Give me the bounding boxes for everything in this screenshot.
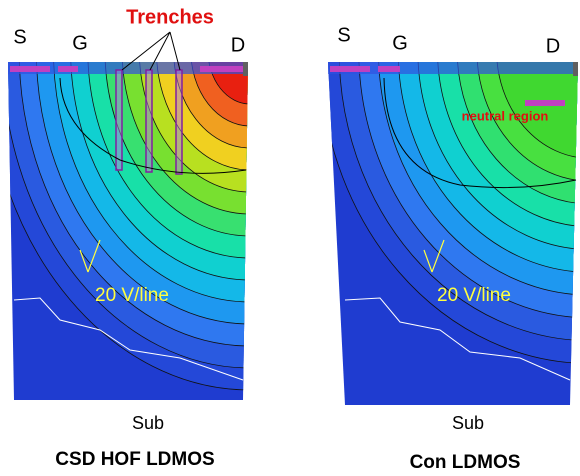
neutral-region-label: neutral region: [462, 108, 549, 123]
drain-label: D: [231, 34, 245, 56]
contour-band: [208, 0, 292, 104]
source-label: S: [13, 26, 26, 48]
figure: S G D Trenches 20 V/line Sub CSD HOF LDM…: [0, 0, 580, 476]
substrate-label: Sub: [452, 413, 484, 433]
panel-title: CSD HOF LDMOS: [55, 449, 214, 470]
source-label: S: [337, 24, 350, 46]
contour-label: 20 V/line: [95, 285, 169, 306]
gate-label: G: [392, 32, 408, 54]
panel-title: Con LDMOS: [410, 452, 521, 473]
trenches-label: Trenches: [126, 6, 214, 28]
contour-label: 20 V/line: [437, 285, 511, 306]
gate-label: G: [72, 32, 88, 54]
drain-label: D: [546, 35, 560, 57]
substrate-label: Sub: [132, 413, 164, 433]
